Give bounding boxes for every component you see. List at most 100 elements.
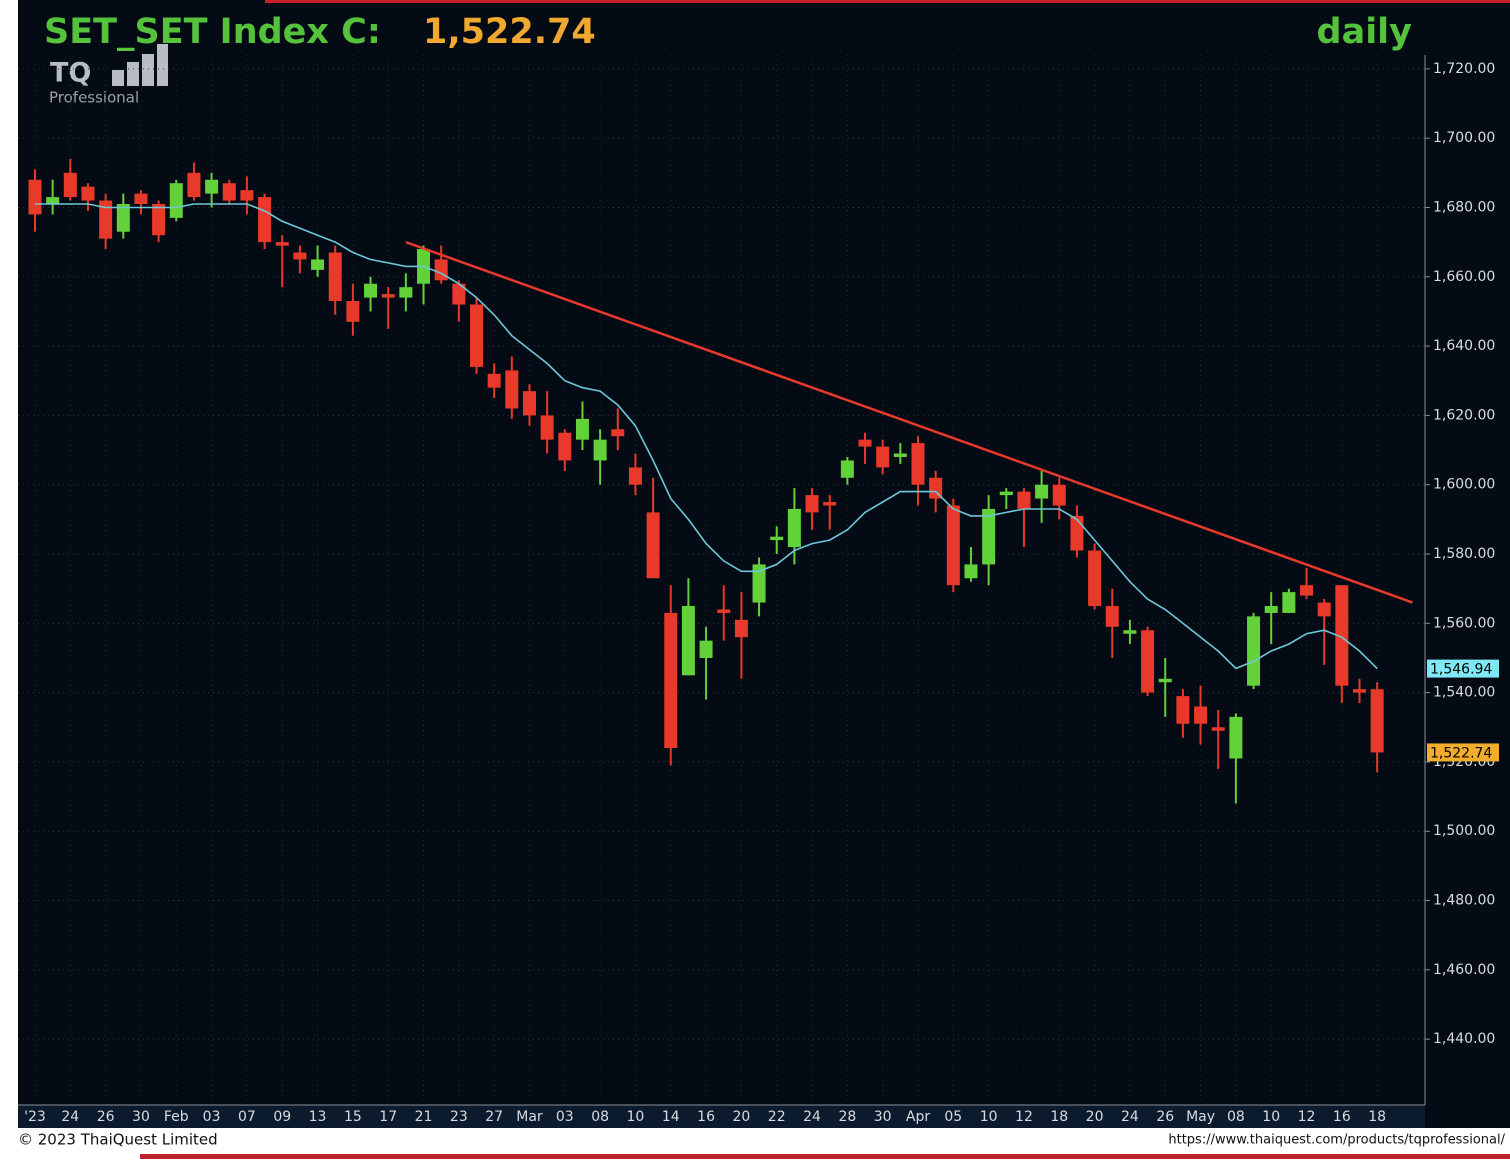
candle-body (311, 259, 325, 270)
candle-body (1317, 602, 1331, 617)
candle-body (946, 505, 960, 586)
candle-body (699, 640, 713, 658)
x-tick-label: Feb (164, 1109, 189, 1125)
candle-body (134, 193, 148, 205)
candle-body (1105, 605, 1119, 627)
candle-body (628, 467, 642, 485)
candle-body (540, 415, 554, 440)
x-tick-label: 14 (662, 1109, 680, 1125)
x-tick-label: 28 (838, 1109, 856, 1125)
candle-body (770, 536, 784, 541)
moving-average (35, 203, 1378, 670)
x-tick-label: 20 (732, 1109, 750, 1125)
chart-panel (18, 0, 1510, 1128)
x-tick-label: 10 (980, 1109, 998, 1125)
candle-body (681, 605, 695, 676)
candle-body (1300, 585, 1314, 596)
y-tick-label: 1,580.00 (1433, 546, 1495, 562)
candle-body (664, 612, 678, 749)
y-tick-label: 1,660.00 (1433, 269, 1495, 285)
candle-body (222, 183, 236, 201)
x-tick-label: 17 (379, 1109, 397, 1125)
candle-body (575, 418, 589, 440)
logo-text: TQ (50, 58, 91, 89)
x-tick-label: 09 (273, 1109, 291, 1125)
candle-body (717, 609, 731, 613)
candle-body (982, 508, 996, 565)
candle-body (364, 283, 378, 298)
candle-body (787, 508, 801, 548)
candle-body (452, 283, 466, 305)
bottom-edge (140, 1154, 1510, 1159)
candle-body (1282, 592, 1296, 613)
x-tick-label: 23 (450, 1109, 468, 1125)
candle-body (205, 179, 219, 194)
x-tick-label: 10 (627, 1109, 645, 1125)
interval: daily (1317, 12, 1413, 52)
candle-body (840, 460, 854, 478)
candle-body (929, 477, 943, 499)
y-tick-label: 1,500.00 (1433, 823, 1495, 839)
y-tick-label: 1,680.00 (1433, 199, 1495, 215)
y-tick-label: 1,720.00 (1433, 61, 1495, 77)
x-axis-band (18, 1105, 1425, 1128)
candle-body (116, 204, 130, 232)
x-tick-label: 12 (1015, 1109, 1033, 1125)
candle-body (63, 172, 77, 198)
top-edge (265, 0, 1510, 3)
candle-body (805, 495, 819, 513)
candle-body (1052, 484, 1066, 506)
x-tick-label: 15 (344, 1109, 362, 1125)
x-tick-label: '23 (24, 1109, 46, 1125)
candle-body (1247, 616, 1261, 686)
candle-body (1353, 689, 1366, 693)
candle-body (399, 287, 413, 298)
x-tick-label: 12 (1298, 1109, 1316, 1125)
x-tick-label: 22 (768, 1109, 786, 1125)
candle-body (876, 446, 890, 468)
candle-body (1088, 550, 1102, 606)
candle-body (381, 294, 395, 298)
y-tick-label: 1,640.00 (1433, 338, 1495, 354)
y-tick-label: 1,620.00 (1433, 407, 1495, 423)
x-tick-label: 26 (1156, 1109, 1174, 1125)
y-tick-label: 1,560.00 (1433, 615, 1495, 631)
grid: 1,440.001,460.001,480.001,500.001,520.00… (18, 55, 1495, 1125)
candle-body (1035, 484, 1049, 499)
y-tick-label: 1,480.00 (1433, 893, 1495, 909)
candle-body (470, 304, 483, 367)
candle-body (558, 432, 572, 461)
trendline (405, 240, 1413, 604)
y-tick-label: 1,540.00 (1433, 685, 1495, 701)
x-tick-label: 20 (1086, 1109, 1104, 1125)
x-tick-label: 10 (1262, 1109, 1280, 1125)
x-tick-label: 07 (238, 1109, 256, 1125)
x-tick-label: May (1186, 1109, 1215, 1125)
candle-body (611, 429, 625, 437)
x-tick-label: 08 (1227, 1109, 1245, 1125)
candle-body (1141, 630, 1155, 693)
candle-body (964, 564, 978, 579)
x-tick-label: 16 (1333, 1109, 1351, 1125)
candle-body (1264, 605, 1278, 613)
x-tick-label: Apr (906, 1109, 930, 1125)
candle-body (328, 252, 342, 302)
y-tick-label: 1,700.00 (1433, 130, 1495, 146)
x-tick-label: 21 (415, 1109, 433, 1125)
candle-body (1370, 689, 1384, 753)
candle-body (487, 373, 501, 388)
chart-title: SET_SET Index C: (44, 12, 381, 52)
x-tick-label: 18 (1368, 1109, 1386, 1125)
x-tick-label: 24 (61, 1109, 79, 1125)
candle-body (293, 252, 307, 260)
candle-body (734, 619, 748, 638)
x-tick-label: 13 (309, 1109, 327, 1125)
candle-body (646, 512, 660, 579)
candle-body (911, 443, 925, 485)
y-tick-label: 1,600.00 (1433, 477, 1495, 493)
copyright: © 2023 ThaiQuest Limited (18, 1131, 218, 1149)
x-tick-label: Mar (516, 1109, 543, 1125)
candle-body (169, 183, 183, 218)
